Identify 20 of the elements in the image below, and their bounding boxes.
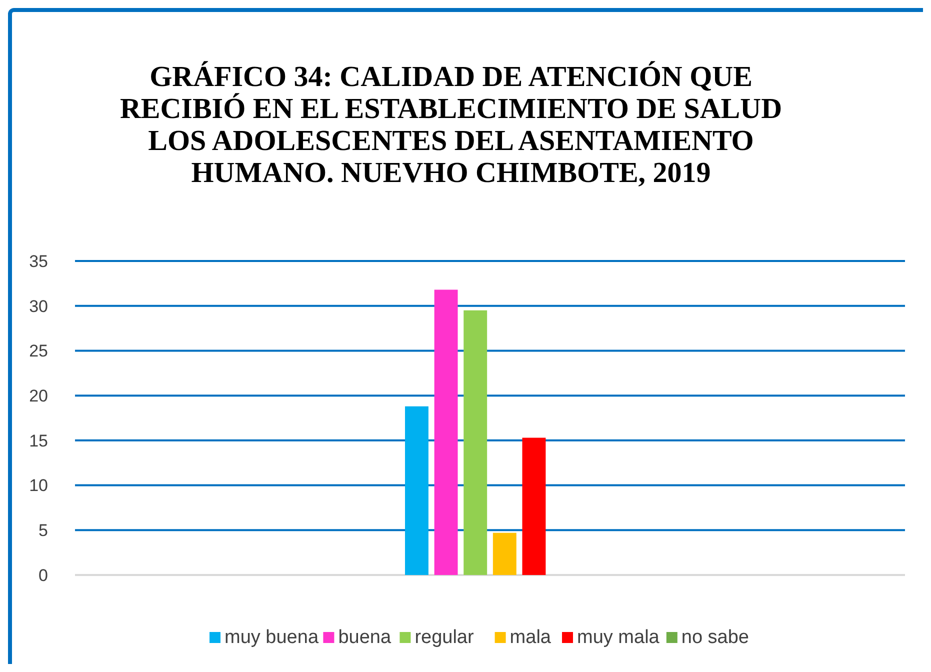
legend-label: no sabe bbox=[681, 627, 750, 648]
legend-label: muy mala bbox=[577, 627, 660, 648]
y-tick-label: 0 bbox=[38, 566, 48, 585]
y-tick-label: 20 bbox=[29, 386, 48, 406]
y-tick-label: 10 bbox=[29, 476, 48, 496]
y-tick-label: 35 bbox=[29, 252, 48, 271]
legend-label: mala bbox=[510, 627, 552, 648]
bar bbox=[492, 532, 516, 575]
legend-label: regular bbox=[414, 627, 475, 648]
bar bbox=[405, 406, 428, 575]
legend-label: muy buena bbox=[224, 627, 319, 648]
bar bbox=[522, 438, 546, 575]
y-tick-label: 15 bbox=[29, 431, 48, 450]
bar bbox=[464, 310, 488, 575]
y-tick-label: 5 bbox=[38, 521, 48, 540]
chart-title: GRÁFICO 34: CALIDAD DE ATENCIÓN QUE RECIBIÓ EN EL ESTABLECIMIENTO DE SALUD LOS ADOLESCENTES DEL ASENTAMIENTO HUMANO. NUEVHO CHIMBOTE, 2019 bbox=[120, 61, 782, 189]
y-tick-label: 30 bbox=[29, 296, 48, 316]
bar bbox=[434, 290, 458, 575]
y-tick-label: 25 bbox=[29, 342, 48, 361]
legend-label: buena bbox=[338, 627, 392, 648]
